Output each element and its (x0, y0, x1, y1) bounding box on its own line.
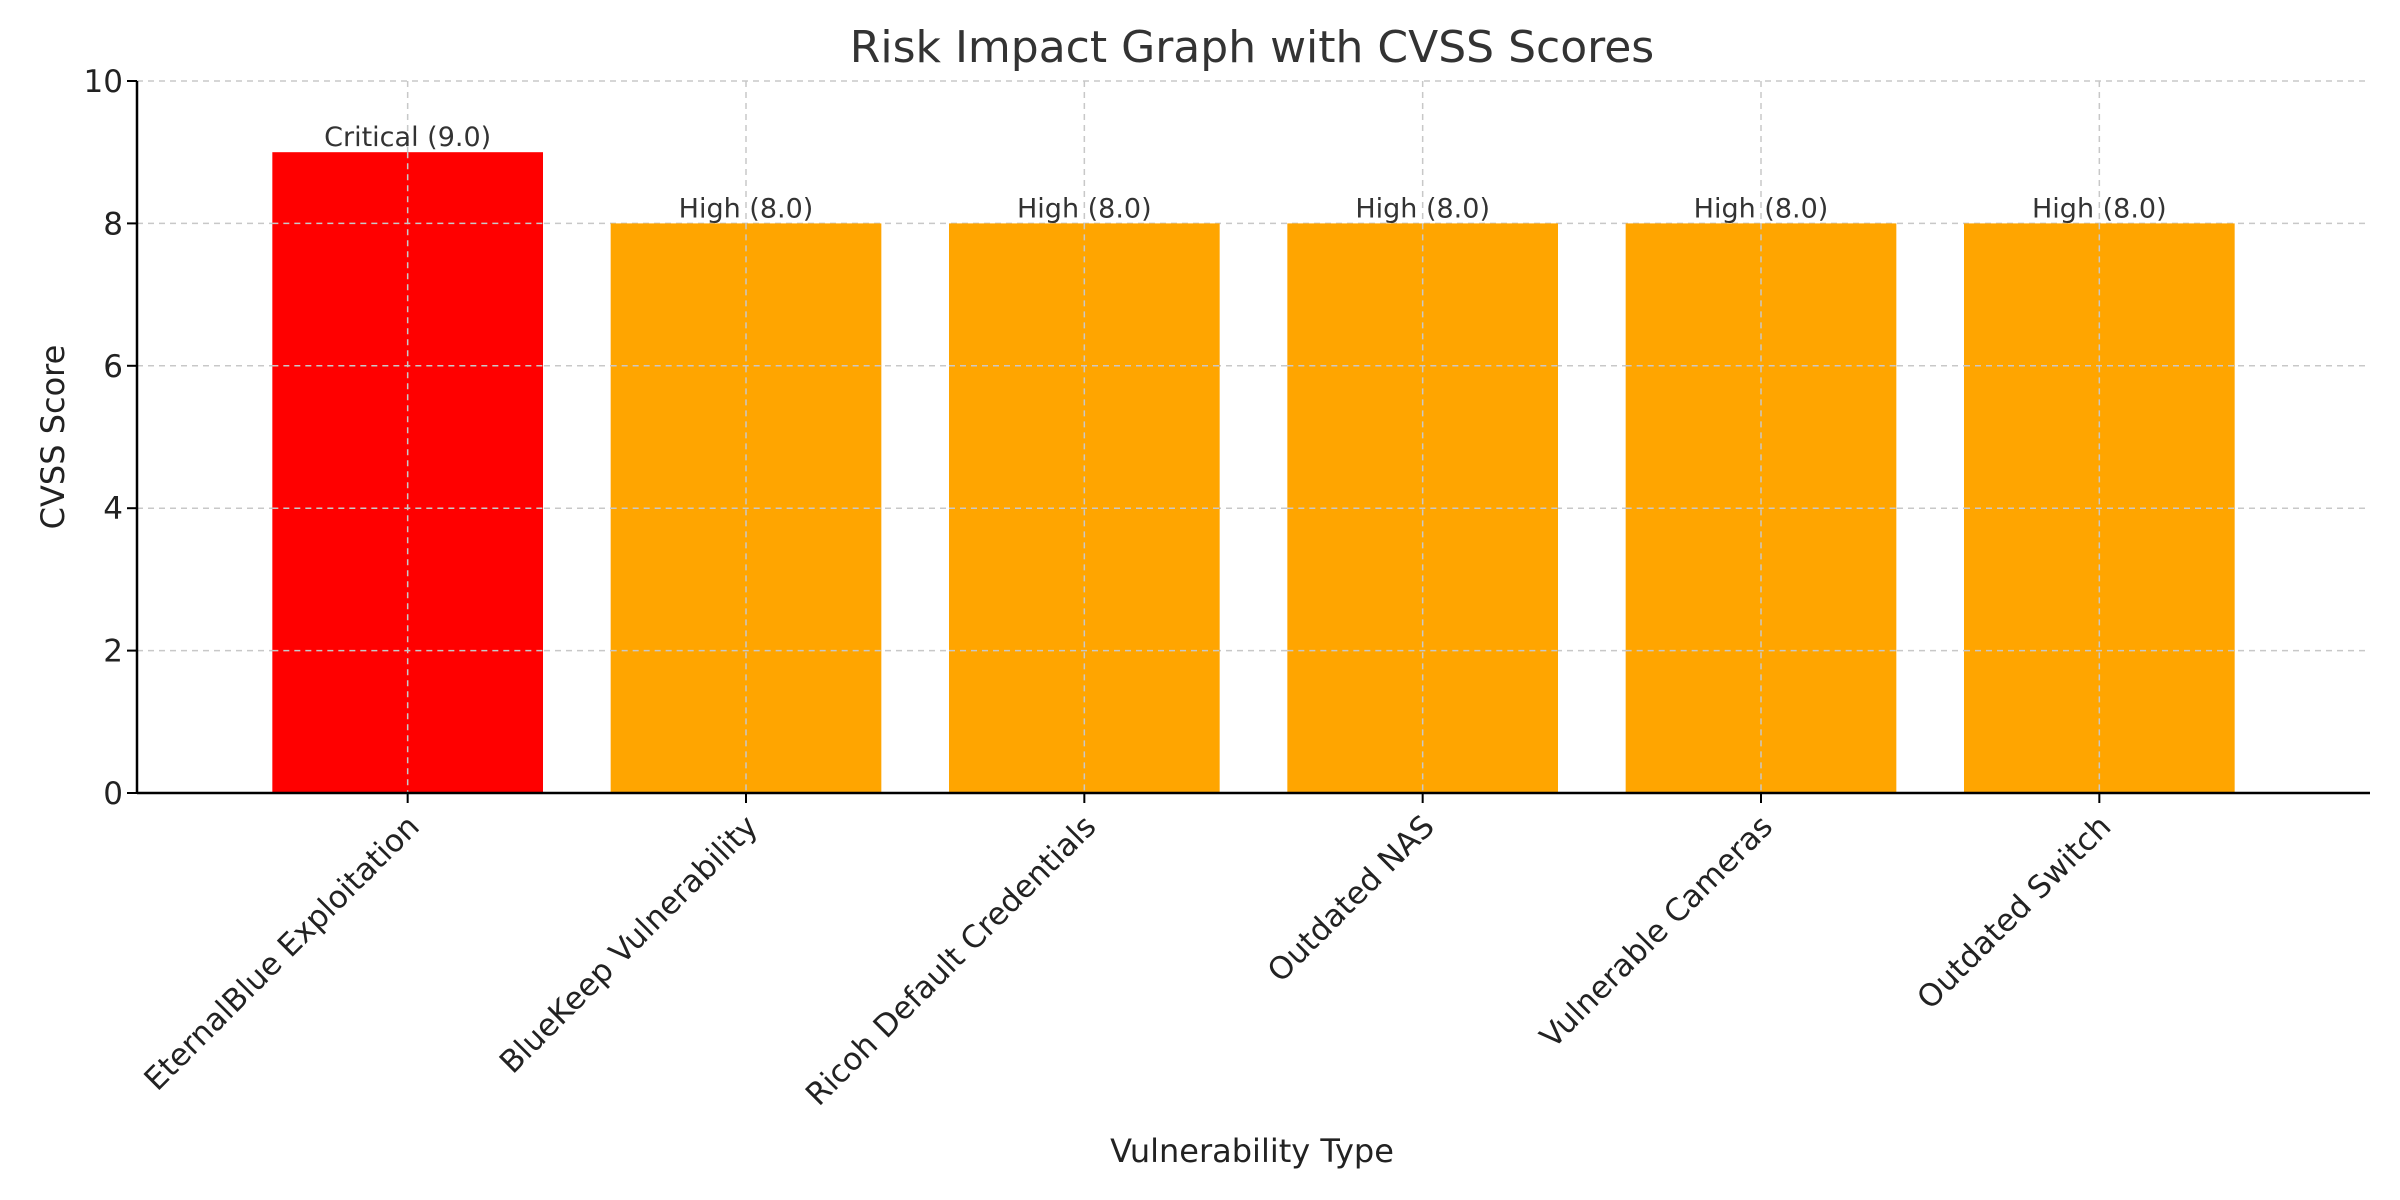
y-tick-label: 0 (103, 776, 123, 812)
bar-value-label: High (8.0) (1355, 193, 1490, 224)
y-tick-label: 2 (103, 634, 123, 670)
x-tick-label: Vulnerable Cameras (1533, 809, 1780, 1056)
y-tick-label: 4 (103, 491, 123, 527)
y-axis-label: CVSS Score (34, 345, 72, 530)
bar-value-label: High (8.0) (1017, 193, 1152, 224)
bar-value-label: High (8.0) (1694, 193, 1829, 224)
bar-value-label: High (8.0) (679, 193, 814, 224)
y-tick-label: 8 (103, 206, 123, 242)
x-tick-label: Outdated NAS (1261, 809, 1442, 990)
y-tick-label: 6 (103, 349, 123, 385)
bars (272, 152, 2235, 793)
axes (127, 80, 2370, 803)
x-tick-label: Ricoh Default Credentials (799, 809, 1103, 1113)
y-tick-label: 10 (84, 64, 123, 100)
x-tick-label: EternalBlue Exploitation (137, 809, 426, 1098)
x-tick-label: BlueKeep Vulnerability (493, 809, 765, 1081)
bar-value-label: Critical (9.0) (324, 122, 491, 153)
x-axis-label: Vulnerability Type (1110, 1132, 1394, 1170)
x-tick-label: Outdated Switch (1910, 809, 2118, 1017)
chart-title: Risk Impact Graph with CVSS Scores (850, 22, 1654, 73)
bar-value-label: High (8.0) (2032, 193, 2167, 224)
